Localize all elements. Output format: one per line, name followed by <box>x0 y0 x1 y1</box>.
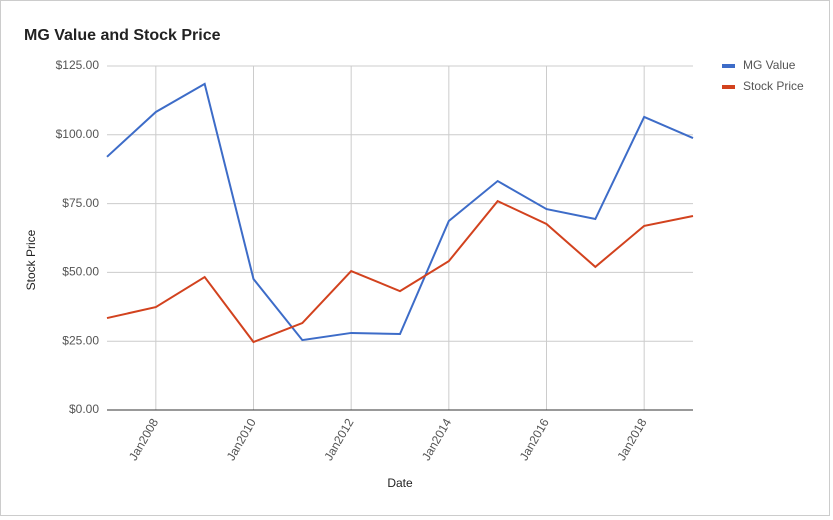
y-tick-label: $100.00 <box>56 127 100 141</box>
legend-label: MG Value <box>743 58 796 72</box>
y-tick-label: $125.00 <box>56 58 100 72</box>
y-tick-label: $0.00 <box>69 402 99 416</box>
legend-label: Stock Price <box>743 79 804 93</box>
series-line <box>106 82 694 342</box>
x-axis-label: Date <box>387 476 413 490</box>
y-tick-label: $25.00 <box>62 333 99 347</box>
y-tick-label: $75.00 <box>62 196 99 210</box>
y-axis-label: Stock Price <box>24 229 38 290</box>
series-line <box>106 199 694 344</box>
y-tick-label: $50.00 <box>62 265 99 279</box>
chart-title: MG Value and Stock Price <box>24 27 221 44</box>
